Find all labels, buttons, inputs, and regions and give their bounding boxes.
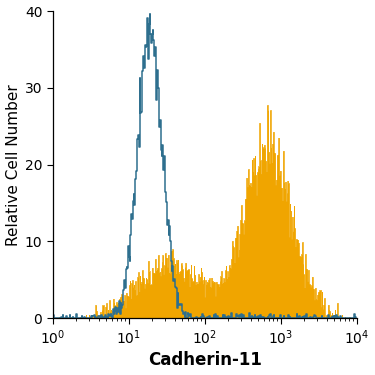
- Y-axis label: Relative Cell Number: Relative Cell Number: [6, 84, 21, 246]
- X-axis label: Cadherin-11: Cadherin-11: [148, 351, 262, 369]
